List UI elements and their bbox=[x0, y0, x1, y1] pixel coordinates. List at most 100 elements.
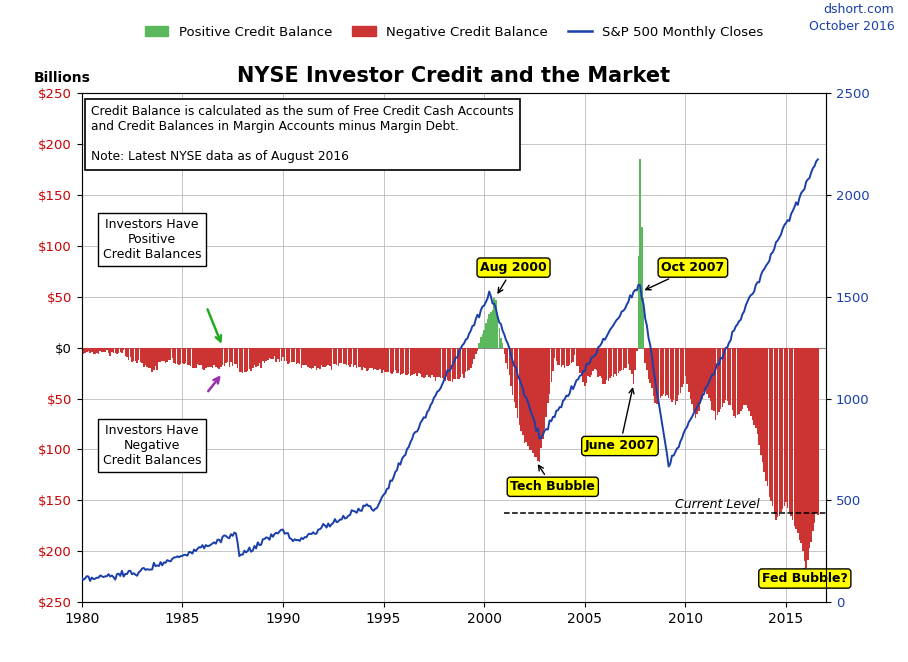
Bar bbox=[725, 348, 726, 400]
Bar bbox=[314, 348, 316, 366]
Bar bbox=[316, 348, 317, 371]
Bar bbox=[479, 343, 480, 348]
Bar bbox=[746, 348, 748, 408]
Bar bbox=[252, 348, 253, 368]
Bar bbox=[587, 348, 589, 377]
Bar bbox=[645, 348, 646, 363]
Bar bbox=[457, 348, 459, 379]
Bar bbox=[498, 328, 500, 348]
Bar bbox=[301, 348, 302, 368]
Bar bbox=[715, 348, 716, 420]
Bar bbox=[421, 348, 423, 377]
Bar bbox=[740, 348, 742, 411]
Bar bbox=[144, 348, 146, 365]
Bar bbox=[423, 348, 425, 378]
Bar bbox=[441, 348, 443, 378]
Bar bbox=[381, 348, 382, 373]
Bar bbox=[180, 348, 182, 363]
Bar bbox=[592, 348, 594, 371]
Bar bbox=[431, 348, 433, 375]
Bar bbox=[604, 348, 606, 383]
Bar bbox=[175, 348, 176, 364]
Bar bbox=[754, 348, 755, 426]
Bar bbox=[233, 348, 235, 364]
Bar bbox=[566, 348, 568, 366]
Bar bbox=[782, 348, 784, 510]
Bar bbox=[336, 348, 338, 365]
Bar bbox=[400, 348, 401, 375]
Bar bbox=[262, 348, 263, 361]
Bar bbox=[770, 348, 772, 501]
Bar bbox=[150, 348, 152, 369]
Bar bbox=[527, 348, 528, 446]
Bar bbox=[599, 348, 601, 376]
Bar bbox=[219, 348, 220, 369]
Bar bbox=[388, 348, 390, 372]
Bar bbox=[220, 348, 222, 367]
Bar bbox=[138, 348, 140, 360]
Bar bbox=[187, 348, 188, 365]
Bar bbox=[182, 348, 183, 363]
Bar bbox=[794, 348, 795, 526]
Bar bbox=[524, 348, 525, 443]
Bar bbox=[242, 348, 243, 373]
Bar bbox=[223, 348, 225, 366]
Bar bbox=[473, 348, 475, 359]
Bar bbox=[784, 348, 785, 506]
Bar bbox=[675, 348, 676, 405]
Bar bbox=[477, 348, 479, 351]
Bar bbox=[480, 337, 481, 348]
Bar bbox=[734, 348, 735, 416]
Bar bbox=[774, 348, 775, 514]
Bar bbox=[435, 348, 437, 381]
Bar bbox=[485, 323, 487, 348]
Bar bbox=[340, 348, 342, 363]
Bar bbox=[560, 348, 562, 367]
Bar bbox=[732, 348, 733, 410]
Bar bbox=[649, 348, 651, 383]
Bar bbox=[231, 348, 232, 362]
Bar bbox=[693, 348, 695, 412]
Bar bbox=[752, 348, 754, 420]
Bar bbox=[395, 348, 396, 370]
Bar bbox=[183, 348, 184, 364]
Bar bbox=[750, 348, 752, 416]
Bar bbox=[453, 348, 455, 379]
Bar bbox=[483, 330, 485, 348]
Bar bbox=[366, 348, 368, 371]
Bar bbox=[165, 348, 166, 363]
Bar bbox=[722, 348, 723, 406]
Bar bbox=[261, 348, 262, 367]
Legend: Positive Credit Balance, Negative Credit Balance, S&P 500 Monthly Closes: Positive Credit Balance, Negative Credit… bbox=[139, 21, 769, 44]
Bar bbox=[318, 348, 319, 368]
Bar bbox=[815, 348, 817, 512]
Bar bbox=[646, 348, 647, 370]
Bar bbox=[581, 348, 582, 376]
Bar bbox=[554, 348, 556, 359]
Bar bbox=[195, 348, 196, 367]
Bar bbox=[520, 348, 522, 431]
Bar bbox=[804, 348, 805, 561]
Title: NYSE Investor Credit and the Market: NYSE Investor Credit and the Market bbox=[237, 66, 671, 85]
Bar bbox=[272, 348, 273, 359]
Bar bbox=[564, 348, 566, 367]
Text: Investors Have
Negative
Credit Balances: Investors Have Negative Credit Balances bbox=[103, 424, 202, 467]
Bar bbox=[720, 348, 721, 408]
Bar bbox=[768, 348, 770, 497]
Bar bbox=[324, 348, 326, 367]
Bar bbox=[328, 348, 329, 365]
Bar bbox=[123, 348, 124, 350]
Text: June 2007: June 2007 bbox=[585, 389, 655, 453]
Bar bbox=[700, 348, 701, 404]
Bar bbox=[447, 348, 448, 380]
Bar bbox=[726, 348, 728, 401]
Bar bbox=[679, 348, 681, 393]
Bar bbox=[683, 348, 685, 384]
Bar bbox=[613, 348, 614, 377]
Bar bbox=[304, 348, 305, 365]
Bar bbox=[579, 348, 580, 373]
Bar bbox=[269, 348, 271, 358]
Bar bbox=[130, 348, 131, 357]
Bar bbox=[418, 348, 419, 373]
Bar bbox=[702, 348, 703, 399]
